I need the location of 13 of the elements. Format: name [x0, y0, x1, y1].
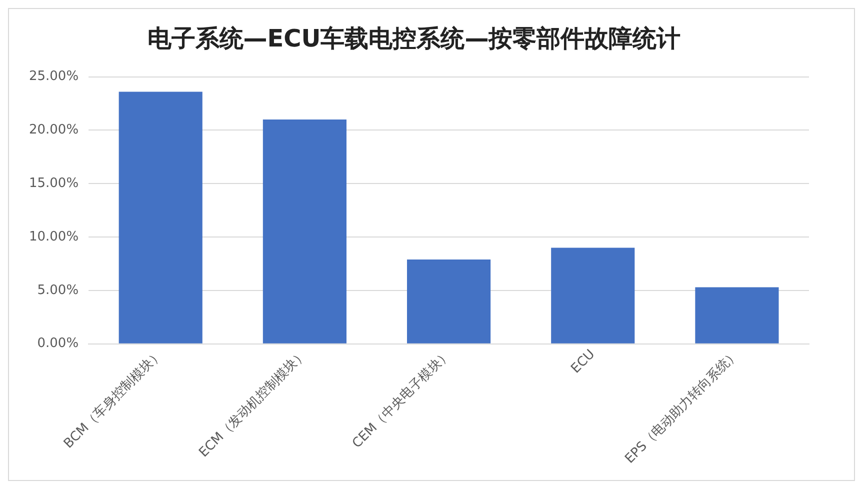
y-tick-label: 15.00%: [28, 176, 79, 191]
bar: [118, 92, 202, 344]
bar: [551, 248, 635, 344]
y-tick-label: 20.00%: [28, 122, 79, 138]
bar: [407, 259, 491, 344]
bar: [262, 120, 346, 344]
bar: [695, 287, 779, 344]
y-tick-label: 5.00%: [37, 282, 79, 298]
y-tick-label: 10.00%: [28, 229, 79, 244]
chart-title: 电子系统—ECU车载电控系统—按零部件故障统计: [147, 24, 681, 53]
x-tick-label: EPS（电动助力转向系统）: [622, 346, 742, 467]
y-tick-label: 0.00%: [37, 336, 79, 352]
y-tick-label: 25.00%: [28, 69, 79, 84]
